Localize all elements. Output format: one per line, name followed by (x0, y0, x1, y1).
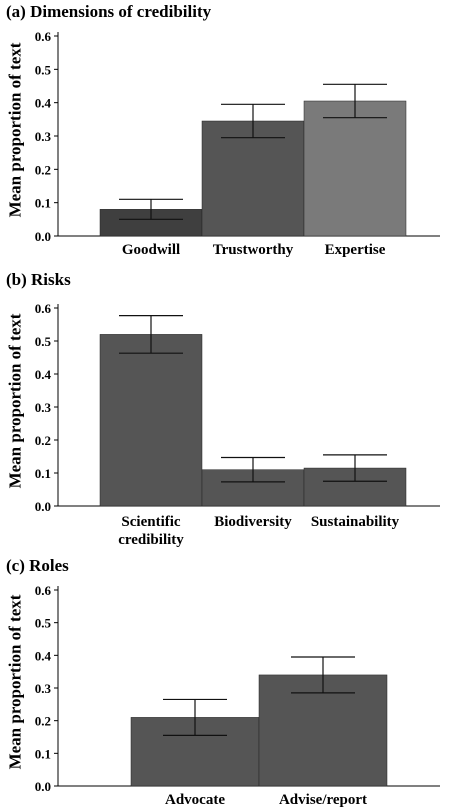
y-tick-label: 0.6 (35, 301, 52, 316)
y-tick-label: 0.2 (35, 433, 51, 448)
panel-heading: Roles (29, 556, 69, 575)
y-tick-label: 0.4 (35, 367, 52, 382)
y-tick-label: 0.2 (35, 714, 51, 729)
y-axis-title: Mean proportion of text (4, 594, 24, 770)
x-category-label: Sustainability (310, 514, 400, 530)
x-category-label: Biodiversity (214, 514, 292, 530)
y-tick-label: 0.0 (35, 779, 51, 794)
x-category-label: Scientific credibility (118, 514, 184, 548)
panel-label: (b) (6, 270, 27, 289)
panel-dimensions: (a) Dimensions of credibility 0.0 0.1 0.2 0… (0, 0, 455, 268)
y-tick-label: 0.5 (35, 616, 52, 631)
panel-risks: (b) Risks 0.0 0.1 0.2 0.3 0.4 0.5 0.6 Scientifi… (0, 268, 455, 554)
y-tick-label: 0.1 (35, 196, 51, 211)
panel-title: (c) Roles (6, 556, 69, 576)
y-tick-label: 0.3 (35, 129, 52, 144)
chart-svg: 0.0 0.1 0.2 0.3 0.4 0.5 0.6 (35, 29, 440, 244)
panel-title: (b) Risks (6, 270, 71, 290)
y-tick-label: 0.1 (35, 466, 51, 481)
x-category-label: Advocate (165, 792, 225, 808)
y-tick-label: 0.6 (35, 583, 52, 598)
y-tick-label: 0.3 (35, 681, 52, 696)
y-tick-label: 0.1 (35, 746, 51, 761)
panel-roles: (c) Roles 0.0 0.1 0.2 0.3 0.4 0.5 0.6 Advocate A… (0, 554, 455, 812)
x-category-label: Advise/report (278, 792, 368, 808)
chart-svg: 0.0 0.1 0.2 0.3 0.4 0.5 0.6 (35, 301, 440, 514)
bar (99, 334, 203, 507)
y-tick-label: 0.4 (35, 648, 52, 663)
y-tick-label: 0.2 (35, 162, 51, 177)
y-tick-label: 0.3 (35, 400, 52, 415)
y-tick-label: 0.0 (35, 499, 51, 514)
y-tick-label: 0.4 (35, 96, 52, 111)
bar (201, 120, 305, 237)
panel-heading: Dimensions of credibility (30, 2, 212, 21)
y-tick-label: 0.5 (35, 334, 52, 349)
y-axis-title: Mean proportion of text (4, 313, 24, 489)
y-tick-label: 0.0 (35, 229, 51, 244)
chart-svg: 0.0 0.1 0.2 0.3 0.4 0.5 0.6 (35, 583, 440, 794)
x-category-label: Expertise (324, 242, 386, 258)
panel-heading: Risks (31, 270, 71, 289)
y-tick-label: 0.5 (35, 62, 52, 77)
panel-title: (a) Dimensions of credibility (6, 2, 211, 22)
y-tick-label: 0.6 (35, 29, 52, 44)
panel-label: (c) (6, 556, 25, 575)
bar (303, 100, 407, 237)
y-axis-title: Mean proportion of text (4, 42, 24, 218)
x-category-label: Goodwill (121, 242, 181, 258)
x-category-label: Trustworthy (212, 242, 294, 258)
panel-label: (a) (6, 2, 26, 21)
